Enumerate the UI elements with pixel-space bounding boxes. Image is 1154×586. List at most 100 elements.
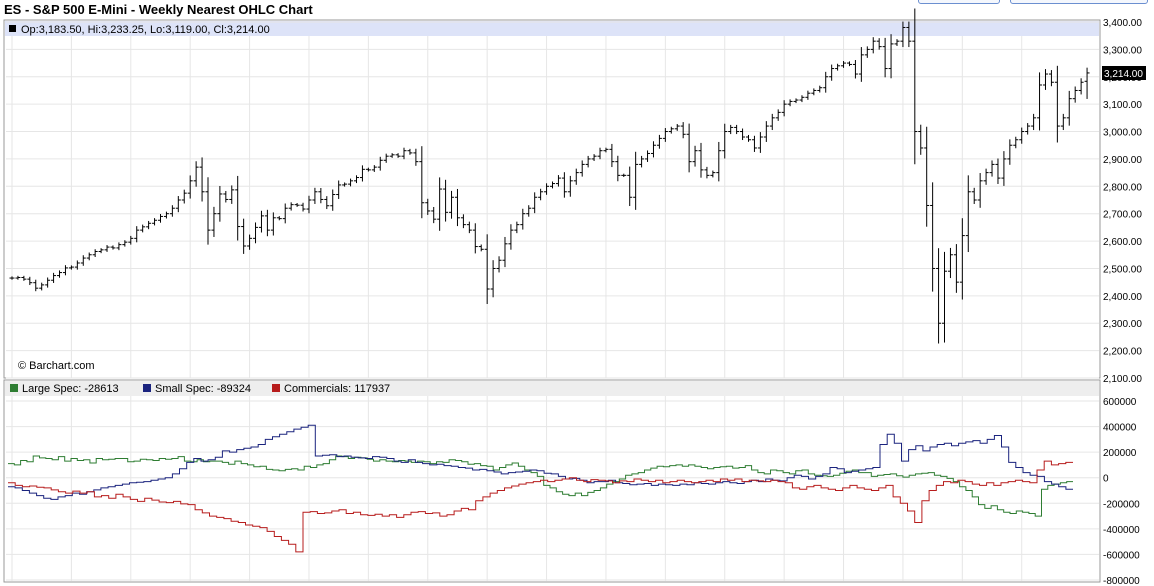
ohlc-bar — [585, 155, 591, 168]
ohlc-bar — [152, 218, 158, 226]
ohlc-bar — [1048, 70, 1054, 87]
ohlc-bar — [199, 157, 205, 202]
ohlc-bar — [615, 155, 621, 182]
ohlc-bar — [716, 141, 722, 182]
ohlc-bar — [211, 206, 217, 237]
ohlc-bar — [781, 100, 787, 117]
cot-series-line — [8, 460, 1073, 553]
copyright-label: © Barchart.com — [18, 360, 95, 372]
ohlc-bar — [353, 175, 359, 184]
cot-tick-label: 200000 — [1103, 448, 1137, 459]
price-tick-label: 2,200.00 — [1103, 347, 1142, 358]
ohlc-bar — [253, 222, 259, 244]
toolbar-button-left[interactable] — [918, 0, 1000, 4]
ohlc-bar — [496, 256, 502, 273]
ohlc-bar — [538, 188, 544, 201]
large-spec-swatch-icon — [10, 384, 18, 392]
price-tick-label: 2,400.00 — [1103, 292, 1142, 303]
ohlc-bar — [449, 190, 455, 219]
cot-tick-label: 600000 — [1103, 397, 1137, 408]
price-tick-label: 2,500.00 — [1103, 264, 1142, 275]
ohlc-bar — [835, 63, 841, 71]
ohlc-bar — [1084, 67, 1090, 99]
ohlc-bar — [348, 178, 354, 187]
ohlc-bar — [864, 46, 870, 58]
ohlc-bar — [9, 276, 15, 280]
ohlc-bar — [389, 153, 395, 158]
ohlc-bar — [627, 166, 633, 207]
ohlc-marker-icon — [9, 25, 16, 32]
ohlc-bar — [811, 88, 817, 96]
cot-tick-label: -200000 — [1103, 499, 1140, 510]
ohlc-bar — [300, 202, 306, 212]
ohlc-bar — [959, 218, 965, 300]
ohlc-bar — [247, 234, 253, 250]
ohlc-bar — [1031, 113, 1037, 131]
ohlc-bar — [163, 211, 169, 219]
ohlc-bar — [62, 265, 68, 276]
ohlc-bar — [829, 64, 835, 81]
ohlc-bar — [258, 210, 264, 233]
ohlc-bar — [751, 135, 757, 152]
cot-lines — [8, 424, 1073, 553]
ohlc-bar — [508, 224, 514, 250]
ohlc-bar — [621, 173, 627, 178]
ohlc-bar — [668, 126, 674, 134]
ohlc-bar — [650, 141, 656, 158]
ohlc-bar — [104, 245, 110, 252]
ohlc-bar — [395, 153, 401, 158]
ohlc-bar — [912, 8, 918, 165]
ohlc-bar — [876, 38, 882, 50]
ohlc-bar — [86, 252, 92, 261]
ohlc-bar — [407, 148, 413, 155]
ohlc-bar — [746, 134, 752, 142]
ohlc-bar — [930, 182, 936, 292]
ohlc-bar — [906, 21, 912, 48]
ohlc-bar — [15, 275, 21, 280]
ohlc-bar — [193, 161, 199, 187]
ohlc-bar — [157, 213, 163, 223]
price-tick-label: 3,000.00 — [1103, 128, 1142, 139]
ohlc-bar — [116, 242, 122, 251]
ohlc-bar — [235, 175, 241, 241]
price-tick-label: 2,900.00 — [1103, 155, 1142, 166]
ohlc-bar — [377, 156, 383, 171]
ohlc-bar — [92, 249, 98, 258]
ohlc-bar — [704, 166, 710, 179]
ohlc-bar — [900, 21, 906, 48]
ohlc-bar — [27, 276, 33, 286]
ohlc-bar — [359, 165, 365, 182]
ohlc-bar — [1078, 78, 1084, 95]
ohlc-bar — [977, 173, 983, 208]
ohlc-label: Op:3,183.50, Hi:3,233.25, Lo:3,119.00, C… — [21, 24, 270, 36]
ohlc-bar — [989, 160, 995, 177]
ohlc-bar — [550, 181, 555, 189]
ohlc-bar — [817, 85, 823, 93]
ohlc-bar — [1013, 136, 1019, 149]
ohlc-bar — [371, 165, 377, 172]
ohlc-bar — [603, 147, 609, 153]
ohlc-bar — [520, 208, 526, 230]
ohlc-bar — [971, 187, 977, 204]
toolbar-button-right[interactable] — [1010, 0, 1148, 4]
cot-axis: -800000 -600000 -400000 -200000 0 200000 40000… — [1103, 397, 1140, 586]
ohlc-bar — [769, 113, 775, 131]
ohlc-bar — [555, 175, 561, 187]
price-panel-frame — [3, 19, 1101, 379]
ohlc-bar — [942, 251, 948, 343]
ohlc-bar — [894, 39, 900, 46]
ohlc-bar — [936, 248, 942, 344]
ohlc-bar — [692, 145, 698, 167]
ohlc-bar — [229, 185, 235, 204]
ohlc-bar — [662, 128, 668, 142]
price-tick-label: 2,700.00 — [1103, 210, 1142, 221]
price-tick-label: 3,300.00 — [1103, 45, 1142, 56]
ohlc-bar — [98, 248, 104, 254]
ohlc-bar — [983, 168, 989, 185]
ohlc-bar — [561, 172, 567, 198]
ohlc-bar — [805, 90, 811, 100]
ohlc-bar — [609, 143, 615, 168]
ohlc-bar — [793, 98, 799, 104]
ohlc-bar — [110, 245, 116, 250]
price-header-band — [5, 21, 1099, 36]
